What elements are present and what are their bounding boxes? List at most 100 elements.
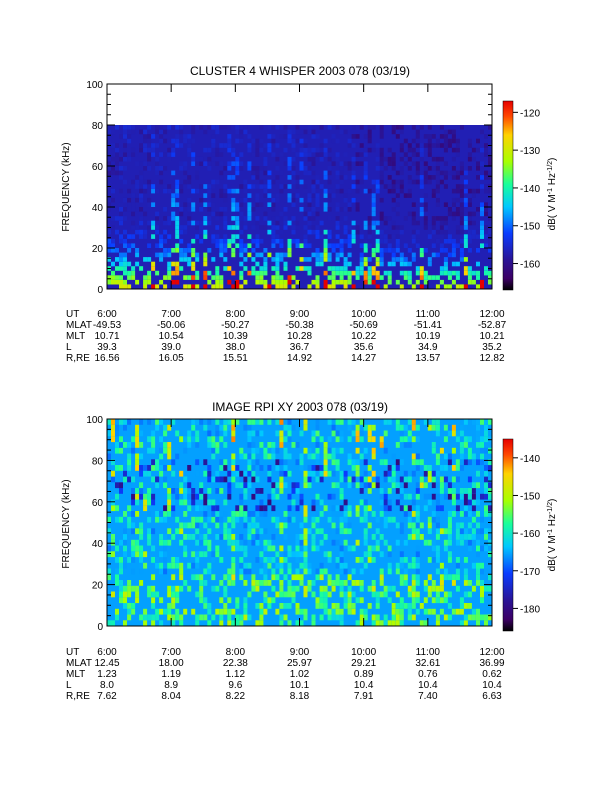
spectrogram-cell: [183, 534, 188, 540]
spectrogram-cell: [275, 488, 280, 494]
spectrogram-cell: [219, 275, 224, 280]
spectrogram-cell: [351, 482, 356, 489]
spectrogram-cell: [327, 284, 332, 289]
spectrogram-cell: [451, 270, 456, 276]
spectrogram-cell: [443, 574, 448, 581]
spectrogram-cell: [127, 557, 132, 563]
spectrogram-cell: [315, 179, 320, 185]
spectrogram-cell: [335, 252, 340, 258]
spectrogram-cell: [163, 216, 168, 221]
spectrogram-cell: [107, 238, 111, 244]
spectrogram-cell: [267, 229, 272, 235]
spectrogram-cell: [323, 252, 328, 258]
spectrogram-cell: [115, 516, 119, 523]
spectrogram-cell: [107, 207, 111, 212]
spectrogram-cell: [139, 482, 144, 489]
spectrogram-cell: [447, 129, 452, 135]
spectrogram-cell: [447, 528, 452, 535]
spectrogram-cell: [476, 284, 480, 289]
spectrogram-cell: [147, 138, 152, 144]
spectrogram-cell: [439, 170, 444, 176]
spectrogram-cell: [480, 243, 484, 248]
spectrogram-cell: [415, 597, 420, 604]
spectrogram-cell: [480, 442, 484, 448]
spectrogram-cell: [187, 243, 192, 248]
spectrogram-cell: [403, 511, 408, 517]
spectrogram-cell: [411, 470, 416, 477]
spectrogram-cell: [427, 143, 432, 148]
spectrogram-cell: [279, 220, 284, 226]
spectrogram-cell: [227, 528, 232, 535]
spectrogram-cell: [127, 419, 132, 425]
spectrogram-cell: [219, 238, 224, 244]
spectrogram-cell: [131, 243, 136, 248]
spectrogram-cell: [195, 188, 200, 194]
spectrogram-cell: [223, 243, 228, 248]
spectrogram-cell: [163, 505, 168, 512]
spectrogram-cell: [207, 465, 212, 471]
spectrogram-cell: [359, 161, 364, 166]
spectrogram-cell: [355, 511, 360, 517]
spectrogram-cell: [223, 197, 228, 203]
spectrogram-cell: [259, 238, 264, 244]
spectrogram-cell: [111, 156, 115, 162]
ephemeris-value: 36.99: [479, 658, 504, 669]
spectrogram-cell: [459, 188, 464, 194]
spectrogram-cell: [223, 193, 228, 198]
spectrogram-cell: [231, 470, 236, 477]
spectrogram-cell: [443, 270, 448, 276]
spectrogram-cell: [439, 608, 444, 615]
spectrogram-cell: [191, 202, 196, 207]
spectrogram-cell: [135, 442, 140, 448]
spectrogram-cell: [263, 156, 268, 162]
spectrogram-cell: [287, 129, 292, 135]
spectrogram-cell: [243, 488, 248, 494]
spectrogram-cell: [423, 220, 428, 226]
spectrogram-cell: [307, 270, 312, 276]
spectrogram-cell: [331, 161, 336, 166]
spectrogram-cell: [187, 175, 192, 180]
spectrogram-cell: [123, 470, 127, 477]
spectrogram-cell: [415, 270, 420, 276]
spectrogram-cell: [419, 156, 424, 162]
spectrogram-cell: [195, 225, 200, 230]
spectrogram-cell: [371, 436, 376, 443]
spectrogram-cell: [391, 129, 396, 135]
spectrogram-cell: [399, 225, 404, 230]
spectrogram-cell: [243, 129, 248, 135]
spectrogram-cell: [251, 465, 256, 471]
spectrogram-cell: [215, 551, 220, 558]
spectrogram-cell: [379, 574, 384, 581]
spectrogram-cell: [327, 229, 332, 235]
spectrogram-cell: [299, 465, 304, 471]
spectrogram-cell: [347, 202, 352, 207]
spectrogram-cell: [175, 453, 180, 460]
spectrogram-cell: [279, 152, 284, 157]
spectrogram-cell: [451, 197, 456, 203]
spectrogram-cell: [435, 170, 440, 176]
spectrogram-cell: [167, 234, 172, 239]
spectrogram-cell: [467, 234, 472, 239]
spectrogram-cell: [255, 419, 260, 425]
spectrogram-cell: [111, 539, 115, 546]
spectrogram-cell: [127, 134, 132, 139]
spectrogram-cell: [295, 138, 300, 144]
spectrogram-cell: [419, 266, 424, 271]
spectrogram-cell: [435, 534, 440, 540]
spectrogram-cell: [463, 257, 468, 262]
spectrogram-cell: [111, 436, 115, 443]
ephemeris-value: 10.4: [418, 680, 438, 691]
spectrogram-cell: [443, 175, 448, 180]
spectrogram-cell: [215, 442, 220, 448]
spectrogram-cell: [131, 585, 136, 592]
spectrogram-cell: [151, 476, 156, 483]
colorbar: -120-130-140-150-160: [502, 100, 540, 291]
spectrogram-cell: [299, 166, 304, 171]
spectrogram-cell: [347, 161, 352, 166]
spectrogram-cell: [191, 238, 196, 244]
spectrogram-cell: [451, 465, 456, 471]
spectrogram-cell: [299, 534, 304, 540]
spectrogram-cell: [411, 216, 416, 221]
spectrogram-cell: [123, 125, 127, 130]
